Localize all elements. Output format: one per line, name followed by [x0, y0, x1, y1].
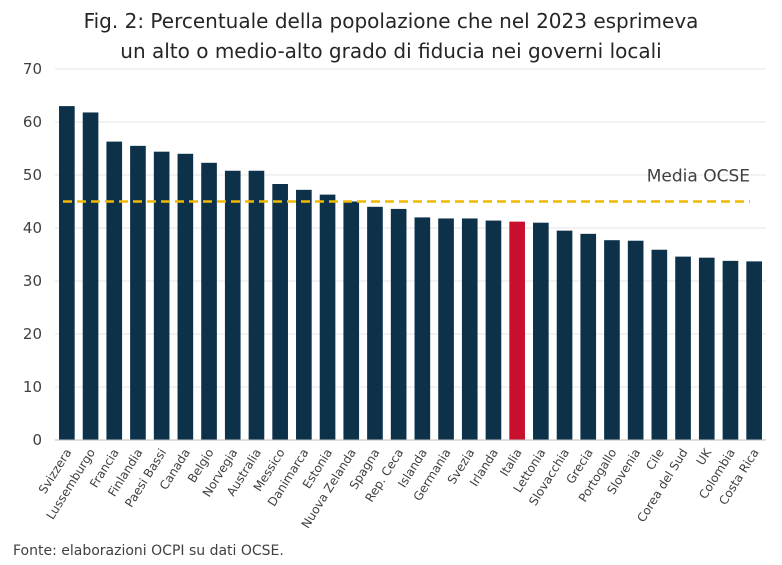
y-tick-label: 50 [23, 166, 42, 184]
bar [556, 230, 573, 440]
bar [59, 106, 75, 440]
chart-title-line-1: Fig. 2: Percentuale della popolazione ch… [83, 9, 699, 33]
bar [485, 220, 502, 440]
bar [627, 240, 644, 440]
bar [367, 206, 383, 440]
x-tick-label: UK [694, 445, 715, 467]
bar [201, 162, 217, 440]
y-tick-label: 0 [32, 431, 42, 449]
bar [461, 218, 478, 440]
bar [722, 260, 739, 440]
chart-title-line-2: un alto o medio-alto grado di fiducia ne… [120, 39, 662, 63]
chart-title: Fig. 2: Percentuale della popolazione ch… [0, 6, 782, 66]
bar [82, 112, 99, 441]
bar [698, 257, 715, 440]
bar [272, 184, 288, 440]
source-note: Fonte: elaborazioni OCPI su dati OCSE. [13, 543, 284, 559]
bar [651, 249, 668, 440]
average-label: Media OCSE [647, 167, 750, 187]
bar [130, 145, 146, 440]
bar [438, 218, 454, 440]
bar [533, 222, 549, 440]
y-tick-label: 40 [23, 219, 42, 237]
bar [248, 170, 265, 440]
y-tick-label: 10 [23, 378, 42, 396]
bar [604, 240, 620, 440]
y-tick-label: 20 [23, 325, 42, 343]
bar-chart: 010203040506070SvizzeraLussemburgoFranci… [23, 60, 766, 531]
bar [343, 201, 360, 440]
y-tick-label: 60 [23, 113, 42, 131]
bar-highlight [509, 221, 525, 440]
bar [177, 153, 194, 441]
y-tick-label: 30 [23, 272, 42, 290]
y-tick-label: 70 [23, 60, 42, 78]
bar [153, 151, 170, 440]
bar [296, 189, 312, 440]
x-tick-label: Cile [643, 446, 667, 472]
bar [414, 217, 431, 440]
bar [580, 233, 597, 440]
bar [390, 208, 407, 440]
bar [675, 256, 691, 440]
bar [746, 261, 762, 440]
bar [224, 170, 241, 440]
bar [106, 141, 123, 441]
bar [319, 194, 336, 440]
